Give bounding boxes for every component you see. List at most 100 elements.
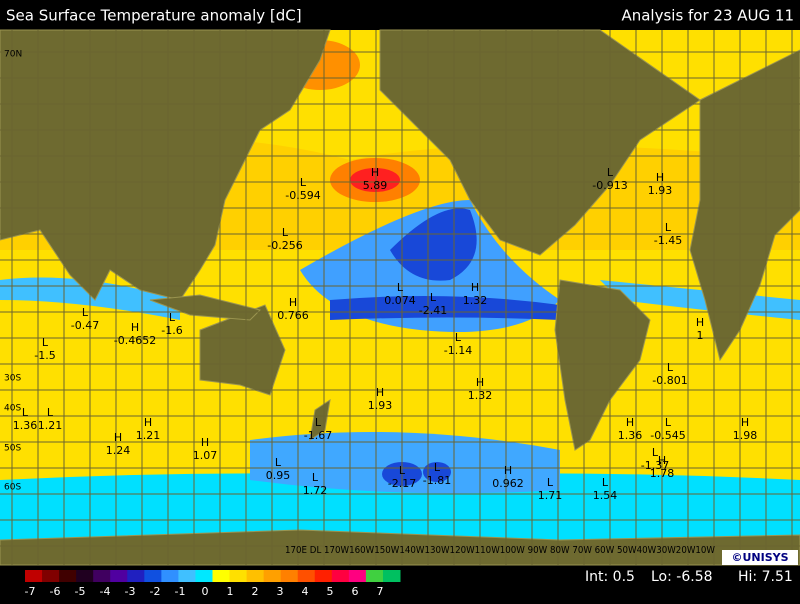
marker-kind: H bbox=[371, 166, 379, 179]
marker-kind: L bbox=[82, 306, 89, 319]
marker-kind: L bbox=[399, 464, 406, 477]
colorbar-label: -1 bbox=[175, 585, 186, 598]
marker-kind: H bbox=[504, 464, 512, 477]
colorbar-swatch bbox=[280, 570, 299, 582]
marker-kind: H bbox=[476, 376, 484, 389]
marker-kind: H bbox=[201, 436, 209, 449]
marker-kind: L bbox=[665, 221, 672, 234]
marker-value: 0.766 bbox=[277, 309, 309, 322]
marker-value: -1.81 bbox=[423, 474, 451, 487]
marker-value: 1.32 bbox=[463, 294, 488, 307]
marker-kind: L bbox=[47, 406, 54, 419]
marker-kind: H bbox=[471, 281, 479, 294]
marker-value: 5.89 bbox=[363, 179, 388, 192]
lat-label: 70N bbox=[4, 50, 22, 60]
grid bbox=[0, 30, 800, 565]
marker-kind: H bbox=[289, 296, 297, 309]
marker-kind: L bbox=[42, 336, 49, 349]
markers: H5.89L-0.594L-0.256H0.766L-1.6H-0.4652L-… bbox=[13, 166, 758, 502]
marker-kind: L bbox=[607, 166, 614, 179]
marker-value: -0.594 bbox=[285, 189, 320, 202]
colorbar-swatch bbox=[246, 570, 265, 582]
marker-value: -2.17 bbox=[388, 477, 416, 490]
colorbar-label: -6 bbox=[50, 585, 61, 598]
marker-kind: L bbox=[455, 331, 462, 344]
marker-kind: L bbox=[430, 291, 437, 304]
colorbar-swatch bbox=[42, 570, 60, 582]
marker-value: 1.36 bbox=[13, 419, 38, 432]
marker-value: 1.98 bbox=[733, 429, 758, 442]
marker-value: 1.93 bbox=[648, 184, 673, 197]
colorbar-swatch bbox=[110, 570, 128, 582]
colorbar-label: 2 bbox=[252, 585, 259, 598]
colorbar-swatch bbox=[348, 570, 367, 582]
marker-kind: H bbox=[626, 416, 634, 429]
colorbar-label: 5 bbox=[327, 585, 334, 598]
marker-value: -1.37 bbox=[641, 459, 669, 472]
marker-value: 1.32 bbox=[468, 389, 493, 402]
lat-label: 50S bbox=[4, 444, 21, 454]
colorbar-label: 6 bbox=[352, 585, 359, 598]
colorbar-swatch bbox=[178, 570, 196, 582]
land bbox=[0, 29, 800, 566]
colorbar-swatch bbox=[229, 570, 248, 582]
marker-value: -0.256 bbox=[267, 239, 302, 252]
marker-kind: L bbox=[547, 476, 554, 489]
marker-kind: L bbox=[397, 281, 404, 294]
marker-kind: H bbox=[741, 416, 749, 429]
colorbar-label: -7 bbox=[25, 585, 36, 598]
colorbar-swatch bbox=[93, 570, 111, 582]
lat-label: 40S bbox=[4, 404, 21, 414]
colorbar-swatch bbox=[263, 570, 282, 582]
marker-value: -0.47 bbox=[71, 319, 99, 332]
marker-value: 1.54 bbox=[593, 489, 618, 502]
date: Analysis for 23 AUG 11 bbox=[621, 7, 794, 25]
cold-patch bbox=[390, 208, 477, 281]
marker-kind: H bbox=[131, 321, 139, 334]
lon-labels: 170E DL 170W160W150W140W130W120W110W100W… bbox=[285, 545, 715, 556]
south-america bbox=[554, 279, 651, 451]
footer-lo: Lo: -6.58 bbox=[651, 569, 713, 585]
marker-kind: L bbox=[434, 461, 441, 474]
marker-kind: H bbox=[144, 416, 152, 429]
marker-value: -1.45 bbox=[654, 234, 682, 247]
colorbar-label: 1 bbox=[227, 585, 234, 598]
colorbar-label: -4 bbox=[100, 585, 111, 598]
marker-value: 0.074 bbox=[384, 294, 416, 307]
new-zealand bbox=[309, 398, 331, 442]
colorbar-label: 7 bbox=[377, 585, 384, 598]
footer-int: Int: 0.5 bbox=[585, 569, 635, 585]
marker-value: -0.801 bbox=[652, 374, 687, 387]
colorbar: -7 -6 -5 -4 -3 -2 -1 0 1 2 3 4 5 6 7 bbox=[25, 570, 401, 598]
footer-hi: Hi: 7.51 bbox=[738, 569, 793, 585]
marker-kind: H bbox=[114, 431, 122, 444]
cool-band bbox=[0, 473, 800, 540]
australia bbox=[199, 304, 286, 396]
antarctica bbox=[0, 529, 800, 566]
marker-value: -1.5 bbox=[34, 349, 55, 362]
marker-value: 1.07 bbox=[193, 449, 218, 462]
marker-value: 1.24 bbox=[106, 444, 131, 457]
marker-value: 0.962 bbox=[492, 477, 524, 490]
colorbar-label: 0 bbox=[202, 585, 209, 598]
marker-value: 1.21 bbox=[136, 429, 161, 442]
cool-band bbox=[600, 280, 800, 320]
cold-band bbox=[330, 296, 560, 320]
marker-kind: L bbox=[602, 476, 609, 489]
colorbar-swatch bbox=[195, 570, 213, 582]
marker-kind: H bbox=[376, 386, 384, 399]
colorbar-swatch bbox=[365, 570, 384, 582]
colorbar-label: -2 bbox=[150, 585, 161, 598]
colorbar-swatch bbox=[297, 570, 316, 582]
marker-kind: L bbox=[275, 456, 282, 469]
map: 70N 30S 40S 50S 60S 170E DL 170W160W150W140W… bbox=[0, 29, 800, 566]
colorbar-swatch bbox=[212, 570, 231, 582]
marker-value: 0.95 bbox=[266, 469, 291, 482]
marker-kind: L bbox=[315, 416, 322, 429]
lat-label: 30S bbox=[4, 374, 21, 384]
marker-kind: L bbox=[312, 471, 319, 484]
marker-kind: L bbox=[665, 416, 672, 429]
logo: ©UNISYS bbox=[731, 551, 788, 564]
marker-kind: H bbox=[656, 171, 664, 184]
colorbar-swatch bbox=[59, 570, 77, 582]
